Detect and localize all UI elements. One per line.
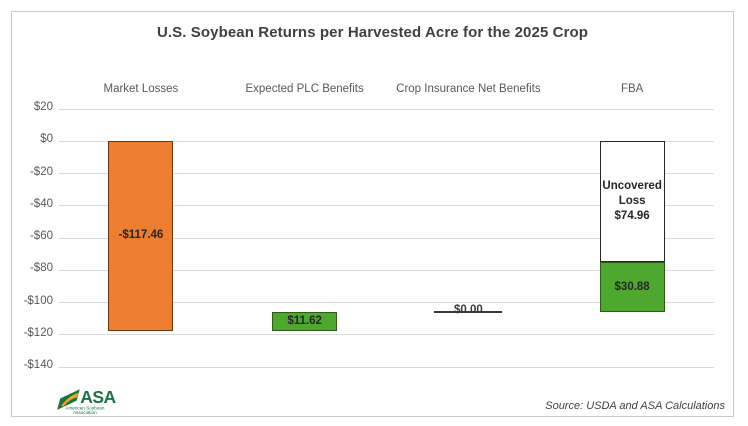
y-axis-tick-label: -$100 — [23, 294, 53, 307]
y-axis-tick-label: -$140 — [23, 359, 53, 371]
logo-org-line1: American Soybean — [65, 405, 105, 410]
y-axis-tick-label: -$120 — [23, 326, 53, 339]
asa-logo: ASA American Soybean Association — [57, 387, 117, 415]
gridline — [59, 108, 714, 110]
zero-value-line — [434, 310, 503, 313]
category-label: Crop Insurance Net Benefits — [396, 83, 541, 95]
y-axis-tick-label: $20 — [33, 101, 53, 113]
source-note: Source: USDA and ASA Calculations — [545, 400, 725, 412]
logo-org-line2: Association — [73, 410, 97, 415]
gridline — [59, 205, 714, 207]
bar-segment-expected-plc-benefits: $11.62 — [272, 311, 338, 331]
bar-segment-fba: $30.88 — [599, 262, 665, 312]
gridline — [59, 269, 714, 271]
bar-value-label-crop-insurance-net-benefits: $0.00 — [453, 303, 483, 316]
gridline — [59, 173, 714, 174]
bar-segment-market-losses: -$117.46 — [108, 141, 174, 331]
y-axis-tick-label: -$60 — [29, 230, 53, 242]
gridline — [59, 334, 714, 336]
category-label: Expected PLC Benefits — [245, 83, 364, 95]
logo-acronym: ASA — [80, 387, 116, 407]
chart-title: U.S. Soybean Returns per Harvested Acre … — [156, 24, 589, 41]
gridline — [59, 366, 714, 368]
y-axis-tick-label: -$40 — [29, 197, 53, 210]
y-axis-tick-label: -$80 — [29, 262, 53, 275]
gridline — [59, 302, 714, 303]
gridline — [59, 140, 714, 142]
asa-flag-swoosh-icon — [61, 392, 79, 407]
y-axis-tick-label: $0 — [40, 133, 53, 146]
gridline — [59, 237, 714, 239]
category-label: FBA — [620, 83, 644, 95]
plot-area: $20 $0 -$20 -$40 -$60 -$80 -$100 -$120 -$140 Mark… — [12, 12, 733, 416]
y-axis-tick-label: -$20 — [29, 165, 53, 178]
chart-frame: U.S. Soybean Returns per Harvested Acre … — [11, 11, 734, 417]
category-label: Market Losses — [103, 83, 179, 95]
bar-segment-fba: Uncovered Loss $74.96 — [599, 141, 665, 263]
